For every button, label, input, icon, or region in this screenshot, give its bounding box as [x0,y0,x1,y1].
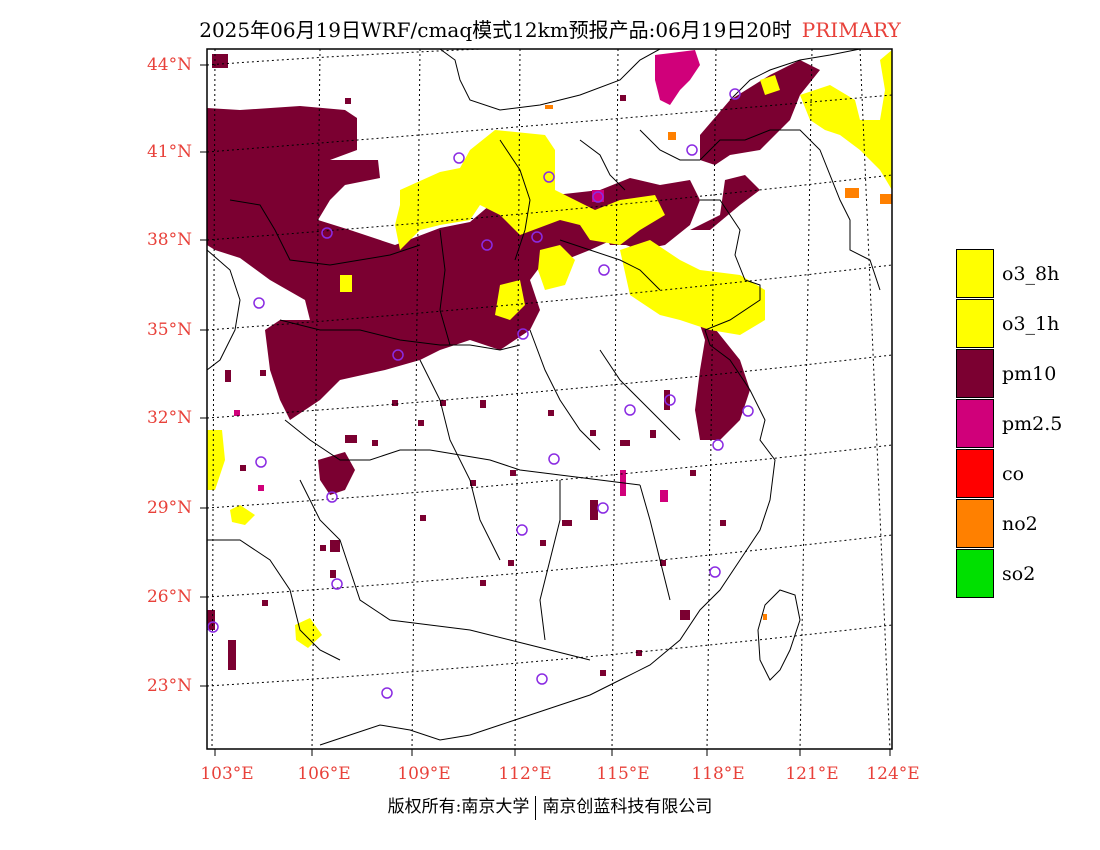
copyright-owner: 版权所有:南京大学 [387,797,530,817]
lon-label-118e: 118°E [691,764,745,784]
lat-label-26n: 26°N [146,587,192,607]
map-title-text: 2025年06月19日WRF/cmaq模式12km预报产品:06月19日20时 [199,18,792,42]
lon-label-121e: 121°E [785,764,839,784]
station-markers [207,88,754,699]
legend-swatch [956,249,994,298]
copyright: 版权所有:南京大学 南京创蓝科技有限公司 [0,792,1100,820]
lat-label-32n: 32°N [146,408,192,428]
legend-label: o3_8h [1002,263,1060,285]
legend-swatch [956,399,994,448]
legend-swatch [956,499,994,548]
lat-ticks [200,64,207,687]
lat-label-29n: 29°N [146,498,192,518]
lat-label-44n: 44°N [146,55,192,75]
lon-ticks [214,749,891,756]
legend-swatch [956,299,994,348]
legend-swatch [956,349,994,398]
legend-label: co [1002,463,1025,485]
lat-label-38n: 38°N [146,230,192,250]
lon-label-112e: 112°E [498,764,552,784]
legend-label: pm10 [1002,363,1057,385]
o3-regions [207,50,892,648]
no2-regions [545,105,892,620]
boundaries [207,49,881,746]
lon-label-124e: 124°E [866,764,920,784]
primary-tag: PRIMARY [801,18,901,42]
map-frame [206,48,893,750]
lat-label-41n: 41°N [146,142,192,162]
map-title: 2025年06月19日WRF/cmaq模式12km预报产品:06月19日20时 P… [0,14,1100,43]
lon-label-103e: 103°E [200,764,254,784]
lon-label-115e: 115°E [596,764,650,784]
lon-label-109e: 109°E [397,764,451,784]
legend-label: pm2.5 [1002,413,1063,435]
legend-swatch [956,549,994,598]
lon-label-106e: 106°E [297,764,351,784]
copyright-separator [535,795,537,820]
legend-label: so2 [1002,563,1036,585]
lat-label-35n: 35°N [146,320,192,340]
lat-label-23n: 23°N [146,676,192,696]
legend-swatch [956,449,994,498]
legend-label: o3_1h [1002,313,1060,335]
copyright-company: 南京创蓝科技有限公司 [542,797,713,817]
legend-label: no2 [1002,513,1038,535]
